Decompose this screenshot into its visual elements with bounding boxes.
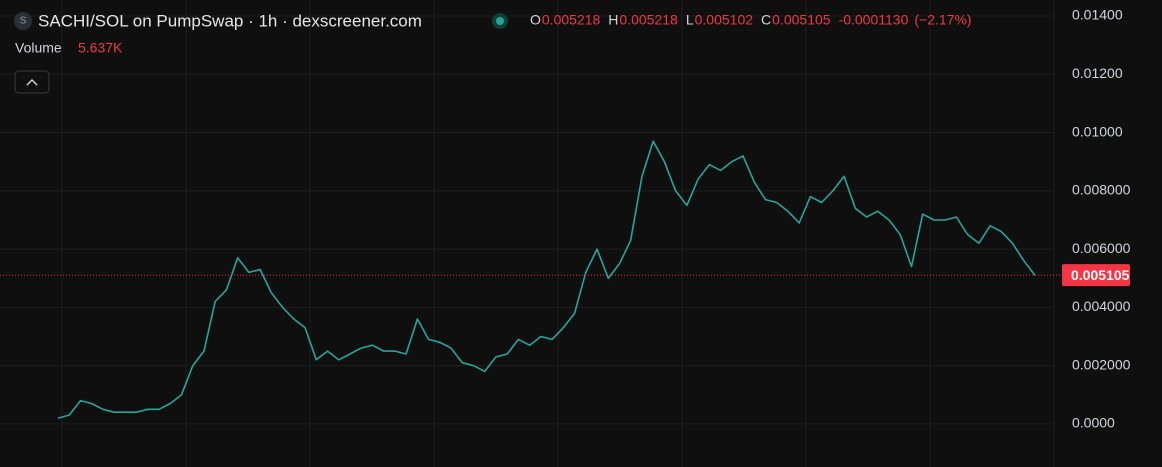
ohlc-value: 0.005102 <box>695 12 754 28</box>
y-tick-label: 0.004000 <box>1072 298 1131 314</box>
change: -0.0001130 <box>839 12 909 28</box>
ohlc-value: 0.005218 <box>542 12 601 28</box>
y-tick-label: 0.002000 <box>1072 356 1131 372</box>
y-tick-label: 0.01000 <box>1072 123 1123 139</box>
y-tick-label: 0.008000 <box>1072 182 1131 198</box>
price-line <box>57 140 1036 419</box>
last-price-label: 0.005105 <box>1071 267 1130 283</box>
ohlc-legend: O 0.005218 H 0.005218 L 0.005102 C 0.005105 -0.0… <box>530 12 972 28</box>
volume-value: 5.637K <box>78 40 123 56</box>
token-icon-letter: S <box>20 16 27 27</box>
y-tick-label: 0.01200 <box>1072 65 1123 81</box>
y-tick-label: 0.006000 <box>1072 240 1131 256</box>
chart-title: SACHI/SOL on PumpSwap · 1h · dexscreener… <box>38 11 422 30</box>
ohlc-key: L <box>686 12 694 28</box>
collapse-button[interactable] <box>14 70 50 94</box>
ohlc-value: 0.005218 <box>619 12 678 28</box>
y-tick-label: 0.0000 <box>1072 415 1115 431</box>
ohlc-key: O <box>530 12 541 28</box>
ohlc-key: C <box>761 12 771 28</box>
v-grid <box>61 0 1055 467</box>
y-tick-label: 0.01400 <box>1072 7 1123 23</box>
last-price-box <box>1062 264 1130 287</box>
change-pct: (−2.17%) <box>914 12 971 28</box>
volume-label: Volume <box>15 40 62 56</box>
ohlc-value: 0.005105 <box>772 12 831 28</box>
token-icon <box>14 12 32 30</box>
status-dot <box>496 17 504 25</box>
ohlc-key: H <box>608 12 618 28</box>
collapse-icon <box>26 78 38 86</box>
plot <box>0 15 1054 425</box>
